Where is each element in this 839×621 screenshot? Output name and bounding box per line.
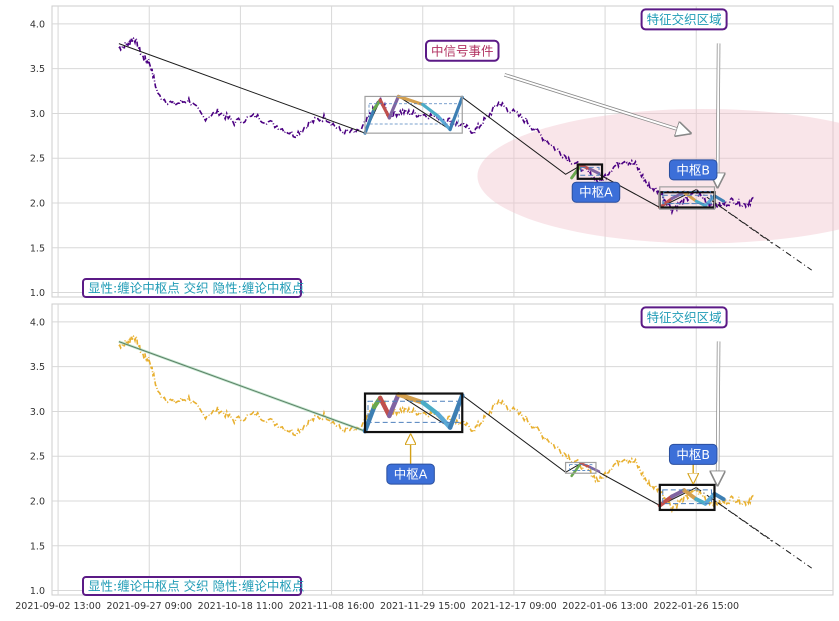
y-tick-label: 2.0 [30,198,45,209]
zhongshu-label-box [386,463,435,485]
y-tick-label: 4.0 [30,317,45,328]
bi-stroke [588,465,601,473]
bi-stroke [579,462,592,469]
zhongshu-label: 中枢B [676,447,710,462]
y-tick-label: 1.5 [30,243,45,254]
bi-stroke [396,94,425,107]
x-tick-label: 2021-09-02 13:00 [15,601,101,612]
interleave-ellipse [477,108,839,244]
bi-stroke [377,395,392,419]
y-tick-label: 2.0 [30,496,45,507]
bi-stroke [421,102,440,118]
y-tick-label: 1.0 [30,288,45,299]
bi-stroke [363,107,376,135]
bi-stroke [387,94,401,120]
segment-projection [711,199,812,271]
y-tick-label: 1.5 [30,541,45,552]
zhongshu-label-box [571,181,621,203]
y-tick-label: 2.5 [30,154,45,165]
zhongshu-inner [663,190,711,205]
zhongshu-label: 中枢B [676,162,710,177]
x-tick-label: 2021-10-18 11:00 [198,601,284,612]
bi-stroke [420,400,441,417]
x-tick-label: 2022-01-26 15:00 [653,601,739,612]
zhongshu-inner [580,166,600,176]
y-tick-label: 3.5 [30,64,45,75]
bi-stroke [588,167,601,175]
zhongshu-box [659,186,716,210]
legend-box [82,278,302,298]
bi-stroke [669,488,687,499]
y-tick-label: 4.0 [30,19,45,30]
zhongshu-label: 中枢A [394,467,428,482]
x-tick-label: 2021-11-29 15:00 [380,601,466,612]
legend-text: 显性:缠论中枢点 交织 隐性:缠论中枢点 [88,579,304,594]
x-tick-label: 2021-12-17 09:00 [471,601,557,612]
zhongshu-box [363,392,464,434]
y-tick-label: 1.0 [30,586,45,597]
segment-projection [695,189,773,244]
annotation-box [640,306,728,329]
zhongshu-box [576,163,604,180]
bi-stroke [712,194,726,203]
bi-stroke [436,114,452,132]
zhongshu-box [364,95,463,134]
y-tick-label: 3.0 [30,109,45,120]
annotation-box [640,8,728,31]
annotation-arrow-inner [718,341,719,484]
bi-stroke [657,494,674,508]
x-tick-label: 2022-01-06 13:00 [562,601,648,612]
legend-box [82,576,302,596]
y-tick-label: 3.0 [30,407,45,418]
annotation-label: 中信号事件 [431,43,494,58]
bi-stroke [658,197,674,209]
bi-stroke [378,98,391,120]
bi-stroke [435,411,453,430]
zhongshu-box [658,483,716,512]
y-tick-label: 3.5 [30,362,45,373]
bi-stroke [703,491,717,506]
legend-text: 显性:缠论中枢点 交织 隐性:缠论中枢点 [88,281,304,296]
zhongshu-inner [662,489,712,505]
bi-stroke [387,392,401,419]
annotation-label: 特征交织区域 [647,12,722,27]
annotation-label: 特征交织区域 [647,310,722,325]
bi-stroke [362,404,377,434]
annotation-box [425,39,500,62]
x-tick-label: 2021-09-27 09:00 [106,601,192,612]
annotation-arrow-inner [718,43,719,186]
bi-stroke [712,491,726,502]
segment-highlight [118,340,366,433]
bi-stroke [682,488,699,502]
annotation-arrow-inner [504,73,691,133]
bi-stroke [682,190,698,203]
segment-projection [711,497,812,569]
zhongshu-label-box [668,159,718,181]
zhongshu-label: 中枢A [579,185,613,200]
segment-projection [695,487,773,542]
zhongshu-inner [569,464,593,471]
x-tick-label: 2021-11-08 16:00 [289,601,375,612]
zhongshu-box [564,461,597,474]
bi-stroke [447,393,465,430]
bi-stroke [570,163,583,180]
zhongshu-label-box [668,443,718,465]
y-tick-label: 2.5 [30,452,45,463]
